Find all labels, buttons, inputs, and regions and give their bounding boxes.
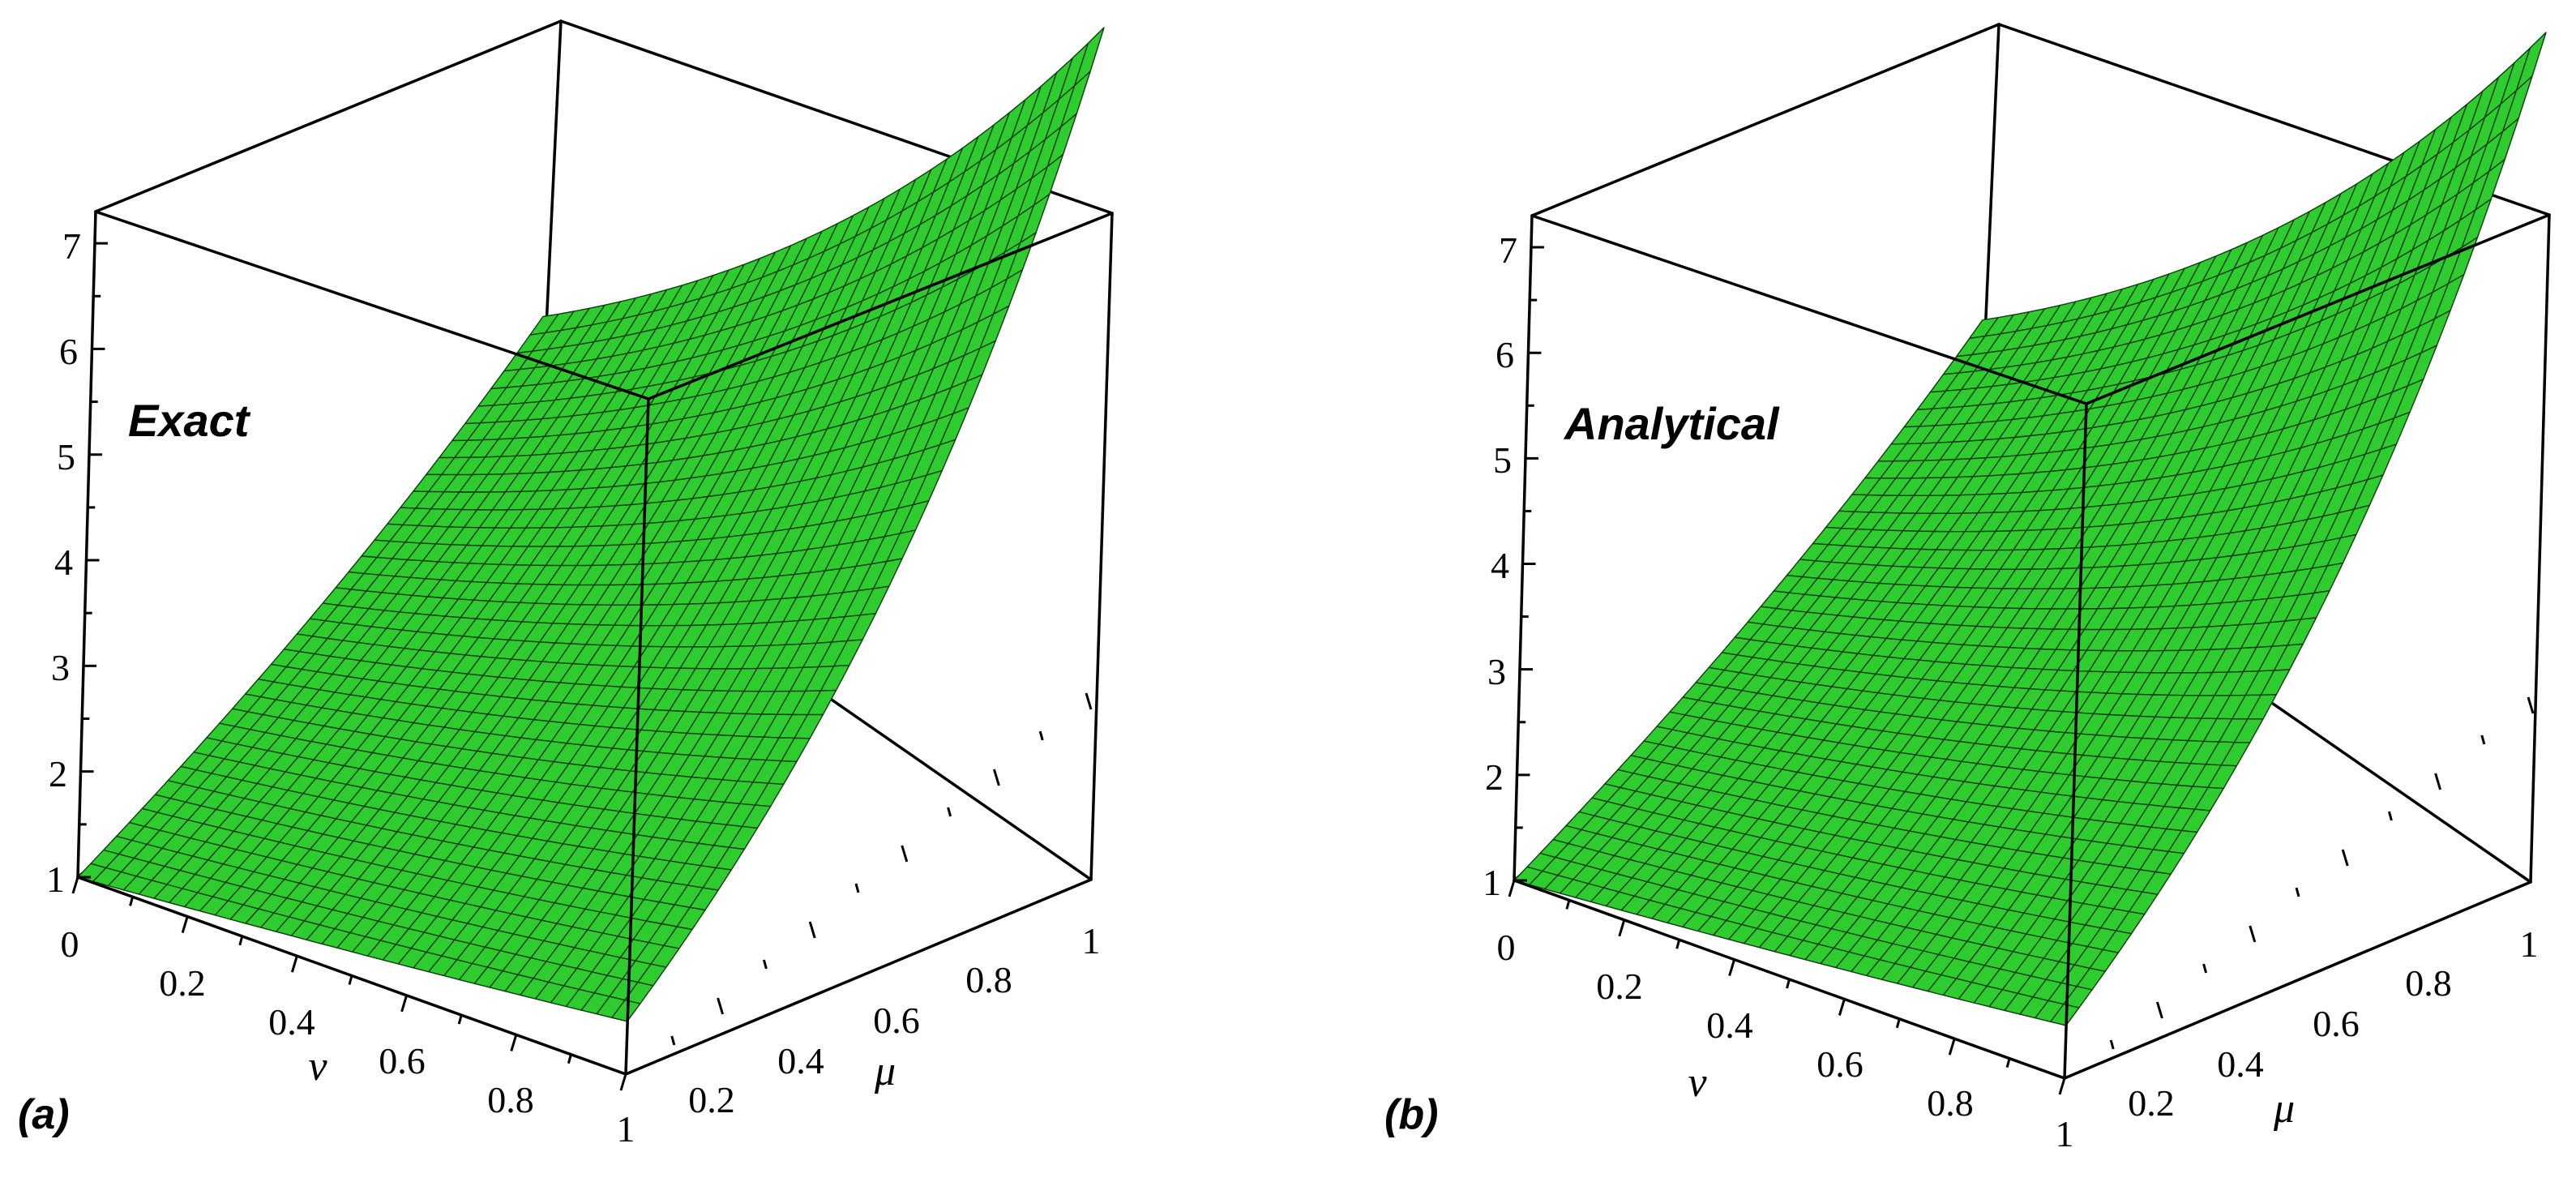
z-tick-label: 5 — [1493, 439, 1512, 481]
tick-mark — [1038, 730, 1044, 741]
z-tick-label: 6 — [1496, 334, 1514, 375]
tick-mark — [71, 876, 79, 894]
surface-cell — [611, 999, 641, 1022]
mu-tick-label: 1 — [2520, 923, 2539, 965]
tick-mark — [1085, 692, 1093, 710]
tick-mark — [238, 936, 244, 946]
z-tick-label: 1 — [1483, 862, 1501, 903]
tick-mark — [1565, 900, 1571, 910]
z-tick-label: 5 — [57, 436, 75, 478]
tick-mark — [2202, 963, 2208, 974]
tick-mark — [2249, 925, 2257, 943]
tick-mark — [2527, 696, 2535, 714]
mu-tick-label: 0.2 — [2128, 1082, 2175, 1124]
mu-tick-label: 0.4 — [2217, 1043, 2264, 1085]
nu-axis-label: ν — [1688, 1060, 1707, 1106]
mu-tick-label: 0.8 — [2405, 962, 2452, 1004]
panel-a: 1 2 3 4 5 6 7 0 0.2 0.4 0.6 0.8 1 0.2 0.… — [18, 19, 1114, 1150]
tick-mark — [854, 883, 860, 893]
tick-mark — [2480, 734, 2486, 745]
tick-mark — [1675, 939, 1681, 949]
mu-tick-label: 1 — [1082, 920, 1101, 961]
mu-axis-label: μ — [2273, 1086, 2295, 1132]
mu-tick-label: 0.2 — [688, 1079, 735, 1120]
tick-mark — [2341, 849, 2349, 867]
z-tick-label: 1 — [46, 859, 65, 900]
nu-tick-label: 0.8 — [487, 1079, 534, 1120]
z-tick-label: 7 — [62, 225, 81, 267]
panel-label: (a) — [18, 1091, 70, 1138]
z-tick-label: 4 — [1491, 545, 1509, 586]
panel-title: Exact — [128, 395, 251, 446]
tick-mark — [762, 959, 768, 970]
tick-mark — [670, 1035, 676, 1046]
nu-tick-label: 0.6 — [1816, 1043, 1864, 1085]
mu-tick-label: 0.6 — [2313, 1003, 2360, 1044]
tick-mark — [1728, 959, 1736, 977]
tick-mark — [1786, 979, 1791, 989]
z-tick-label: 7 — [1499, 229, 1517, 271]
nu-axis-label: ν — [308, 1043, 327, 1090]
tick-mark — [717, 997, 725, 1015]
tick-mark — [2155, 1001, 2163, 1019]
nu-tick-label: 0 — [1497, 927, 1516, 968]
tick-mark — [1618, 919, 1626, 937]
tick-mark — [348, 975, 353, 985]
tick-mark — [619, 1073, 627, 1091]
nu-tick-label: 0.2 — [159, 962, 206, 1004]
panel-title: Analytical — [1563, 398, 1780, 449]
z-tick-label: 3 — [51, 647, 70, 688]
z-tick-label: 2 — [49, 753, 67, 794]
mu-tick-label: 0.8 — [965, 959, 1012, 1000]
surface-mesh — [77, 27, 1105, 1022]
z-tick-label: 3 — [1487, 651, 1506, 692]
nu-tick-label: 0.2 — [1596, 966, 1643, 1007]
z-tick-label: 6 — [59, 331, 78, 372]
tick-mark — [2295, 887, 2300, 897]
tick-mark — [1838, 998, 1846, 1016]
tick-mark — [1895, 1018, 1901, 1029]
tick-mark — [181, 916, 189, 934]
mu-tick-label: 0.4 — [777, 1040, 824, 1081]
surface-cell — [2050, 1003, 2080, 1026]
nu-tick-label: 0.4 — [1706, 1004, 1753, 1046]
nu-tick-label: 0 — [61, 923, 79, 965]
tick-mark — [2434, 773, 2442, 790]
tick-mark — [2058, 1077, 2066, 1095]
tick-mark — [129, 896, 135, 906]
tick-mark — [1508, 880, 1516, 897]
tick-mark — [457, 1014, 463, 1025]
axis-ticks — [71, 242, 1093, 1091]
nu-tick-label: 0.8 — [1927, 1082, 1974, 1124]
z-tick-label: 4 — [54, 542, 73, 583]
tick-mark — [2387, 811, 2393, 821]
tick-mark — [567, 1054, 572, 1064]
surface-mesh — [1513, 32, 2547, 1026]
nu-tick-label: 0.6 — [379, 1040, 426, 1081]
tick-mark — [901, 845, 909, 863]
tick-mark — [2109, 1039, 2115, 1050]
nu-tick-label: 1 — [2056, 1113, 2074, 1154]
z-tick-label: 2 — [1485, 756, 1504, 798]
nu-tick-label: 0.4 — [268, 1001, 315, 1043]
axis-ticks — [1508, 246, 2535, 1095]
tick-mark — [947, 807, 952, 817]
nu-tick-label: 1 — [617, 1108, 635, 1150]
mu-axis-label: μ — [874, 1048, 896, 1094]
panel-b: 1 2 3 4 5 6 7 0 0.2 0.4 0.6 0.8 1 0.2 0.… — [1384, 23, 2551, 1154]
panel-label: (b) — [1384, 1091, 1438, 1138]
tick-mark — [2005, 1058, 2011, 1068]
tick-mark — [992, 769, 1000, 786]
tick-mark — [400, 995, 409, 1013]
tick-mark — [1948, 1038, 1956, 1056]
mu-tick-label: 0.6 — [873, 1000, 920, 1041]
tick-mark — [510, 1034, 518, 1051]
box-front-lines — [1513, 213, 2551, 1080]
tick-mark — [808, 921, 816, 939]
tick-mark — [290, 955, 298, 973]
